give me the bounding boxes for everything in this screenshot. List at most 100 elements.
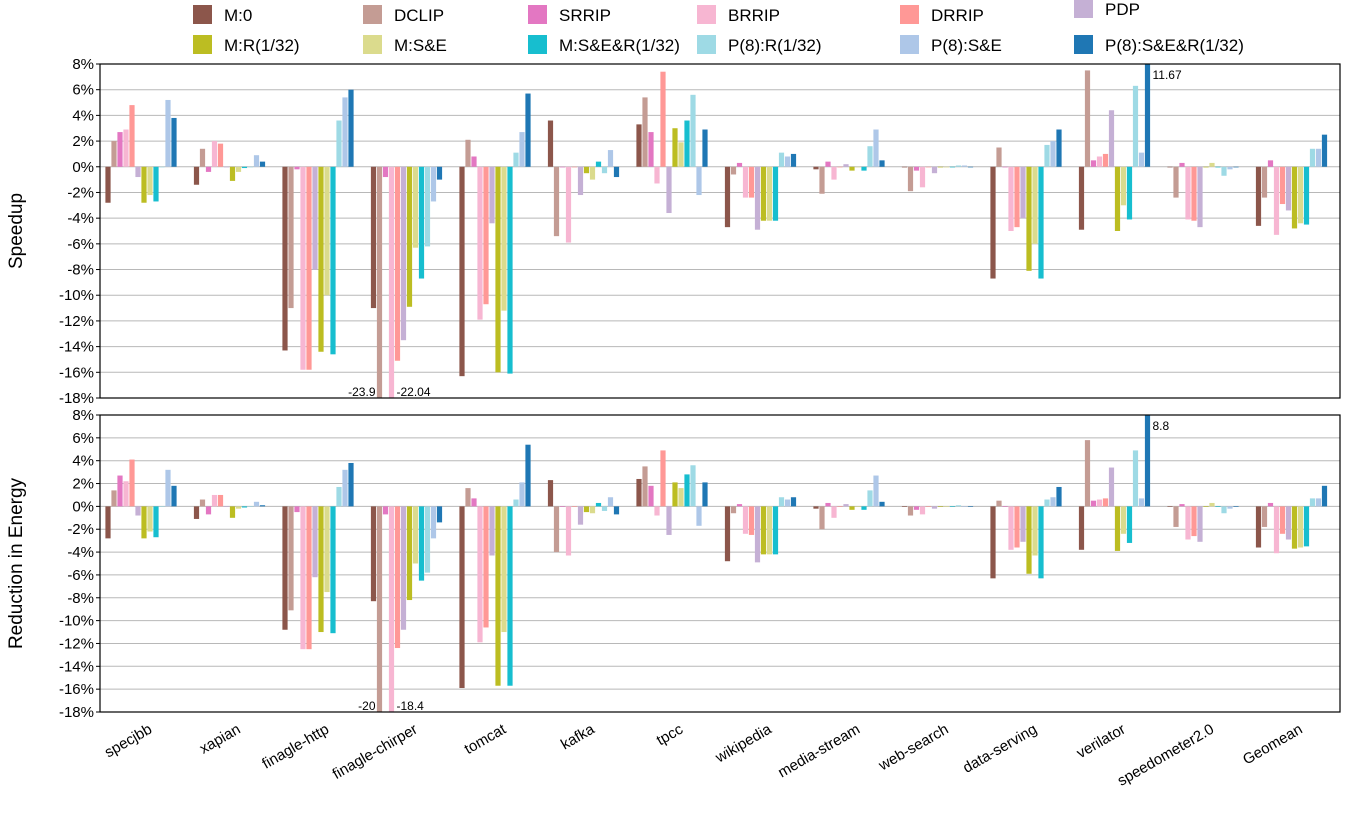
bar-finagle-chirper-p-8-s-e: [430, 166, 437, 202]
bar-specjbb-drrip: [129, 459, 135, 507]
bar-kafka-m-s-e: [589, 166, 596, 180]
bar-xapian-srrip: [205, 166, 212, 172]
bar-kafka-pdp: [577, 506, 584, 525]
legend-swatch: [528, 35, 547, 54]
bar-media-stream-p-8-r-1-32: [867, 490, 873, 507]
bar-tomcat-p-8-r-1-32: [513, 152, 519, 167]
bar-tpcc-p-8-r-1-32: [690, 94, 696, 167]
legend-swatch: [900, 35, 919, 54]
bar-kafka-pdp: [577, 166, 584, 196]
bar-xapian-drrip: [217, 143, 224, 167]
bar-tpcc-m-r-1-32: [672, 128, 678, 167]
bar-web-search-brrip: [919, 506, 926, 515]
bar-tpcc-m-s-e: [678, 488, 684, 507]
y-tick-label: -14%: [59, 658, 94, 675]
bar-geomean-m-s-e: [1297, 166, 1304, 224]
bar-finagle-http-drrip: [306, 506, 312, 650]
bar-data-serving-srrip: [1002, 506, 1008, 507]
bar-web-search-m-r-1-32: [937, 166, 944, 168]
bar-wikipedia-drrip: [748, 506, 755, 535]
bars: [105, 64, 1328, 398]
bar-speedometer2-0-p-8-s-e: [1227, 506, 1233, 509]
bar-finagle-http-m-0: [282, 506, 288, 630]
legend-label: M:S&E&R(1/32): [559, 36, 680, 55]
bar-geomean-p-8-s-e-r-1-32: [1321, 485, 1328, 507]
bar-speedometer2-0-srrip: [1179, 162, 1185, 167]
bar-data-serving-m-s-e-r-1-32: [1038, 506, 1044, 579]
bar-specjbb-m-s-e: [147, 506, 153, 532]
bar-finagle-http-srrip: [294, 166, 300, 170]
bar-verilator-brrip: [1096, 499, 1103, 507]
bar-kafka-brrip: [565, 506, 572, 556]
bar-verilator-m-r-1-32: [1114, 506, 1121, 551]
bar-finagle-chirper-p-8-r-1-32: [424, 506, 431, 573]
bar-media-stream-p-8-s-e: [873, 129, 879, 167]
bar-xapian-dclip: [199, 148, 206, 167]
bar-finagle-chirper-p-8-s-e-r-1-32: [436, 166, 443, 180]
bar-kafka-m-s-e-r-1-32: [595, 161, 602, 167]
bar-media-stream-srrip: [825, 161, 831, 167]
bar-finagle-http-p-8-r-1-32: [336, 120, 342, 167]
bar-tomcat-m-s-e: [501, 506, 507, 633]
bar-web-search-m-0: [901, 166, 908, 168]
legend-swatch: [900, 5, 919, 24]
bar-wikipedia-m-s-e-r-1-32: [772, 506, 779, 555]
bar-specjbb-brrip: [123, 481, 129, 507]
bar-kafka-dclip: [553, 166, 560, 237]
bar-data-serving-srrip: [1002, 166, 1008, 168]
bar-media-stream-pdp: [843, 164, 849, 167]
bar-finagle-chirper-m-0: [370, 166, 377, 309]
bar-data-serving-m-s-e: [1032, 166, 1038, 244]
bar-speedometer2-0-drrip: [1191, 506, 1197, 537]
bar-data-serving-m-s-e-r-1-32: [1038, 166, 1044, 279]
bar-tomcat-p-8-s-e-r-1-32: [525, 93, 531, 167]
y-tick-label: 8%: [72, 56, 94, 73]
bar-wikipedia-m-s-e-r-1-32: [772, 166, 779, 221]
bar-tpcc-m-0: [636, 478, 642, 507]
bar-kafka-m-0: [547, 120, 554, 167]
bar-web-search-drrip: [925, 166, 932, 168]
bar-tomcat-m-r-1-32: [495, 166, 501, 373]
bar-finagle-chirper-drrip: [394, 506, 401, 649]
bar-wikipedia-dclip: [730, 506, 737, 514]
bar-media-stream-brrip: [831, 506, 837, 518]
bar-wikipedia-dclip: [730, 166, 737, 175]
bar-specjbb-dclip: [111, 141, 117, 167]
bar-finagle-chirper-m-0: [370, 506, 377, 602]
clipped-value-label: 11.67: [1153, 68, 1182, 82]
bar-geomean-p-8-s-e: [1315, 148, 1322, 167]
bar-finagle-chirper-p-8-s-e: [430, 506, 437, 539]
bar-finagle-chirper-pdp: [400, 506, 407, 630]
bar-web-search-p-8-s-e: [961, 165, 968, 167]
legend-swatch: [1074, 35, 1093, 54]
bar-media-stream-srrip: [825, 502, 831, 507]
bar-geomean-p-8-r-1-32: [1309, 148, 1316, 167]
bar-geomean-p-8-s-e-r-1-32: [1321, 134, 1328, 167]
bar-verilator-drrip: [1102, 153, 1109, 167]
legend-label: M:S&E: [394, 36, 447, 55]
legend-label: DRRIP: [931, 6, 984, 25]
legend-item-pdp: PDP: [1074, 0, 1140, 19]
bar-wikipedia-p-8-r-1-32: [778, 152, 785, 167]
bar-speedometer2-0-p-8-s-e: [1227, 166, 1233, 170]
bar-verilator-dclip: [1084, 440, 1091, 507]
bar-speedometer2-0-m-r-1-32: [1203, 506, 1209, 507]
bar-finagle-http-p-8-s-e: [342, 97, 348, 167]
bar-web-search-drrip: [925, 506, 932, 507]
bar-tomcat-p-8-s-e: [519, 132, 525, 167]
legend-item-p-8-s-e-r-1-32: P(8):S&E&R(1/32): [1074, 35, 1244, 55]
bar-tpcc-brrip: [654, 506, 660, 516]
bar-xapian-drrip: [217, 494, 224, 507]
bar-wikipedia-m-s-e: [766, 506, 773, 555]
bar-media-stream-m-s-e-r-1-32: [861, 506, 867, 510]
bar-speedometer2-0-drrip: [1191, 166, 1197, 221]
bar-verilator-m-s-e: [1120, 506, 1127, 534]
bar-kafka-p-8-s-e: [607, 150, 614, 167]
bar-wikipedia-m-0: [724, 506, 731, 562]
clipped-value-label: -22.04: [397, 385, 431, 399]
bar-finagle-chirper-m-r-1-32: [406, 506, 413, 601]
bar-finagle-http-m-s-e: [324, 506, 330, 593]
bar-geomean-brrip: [1273, 166, 1280, 235]
bar-xapian-m-s-e-r-1-32: [241, 166, 248, 169]
